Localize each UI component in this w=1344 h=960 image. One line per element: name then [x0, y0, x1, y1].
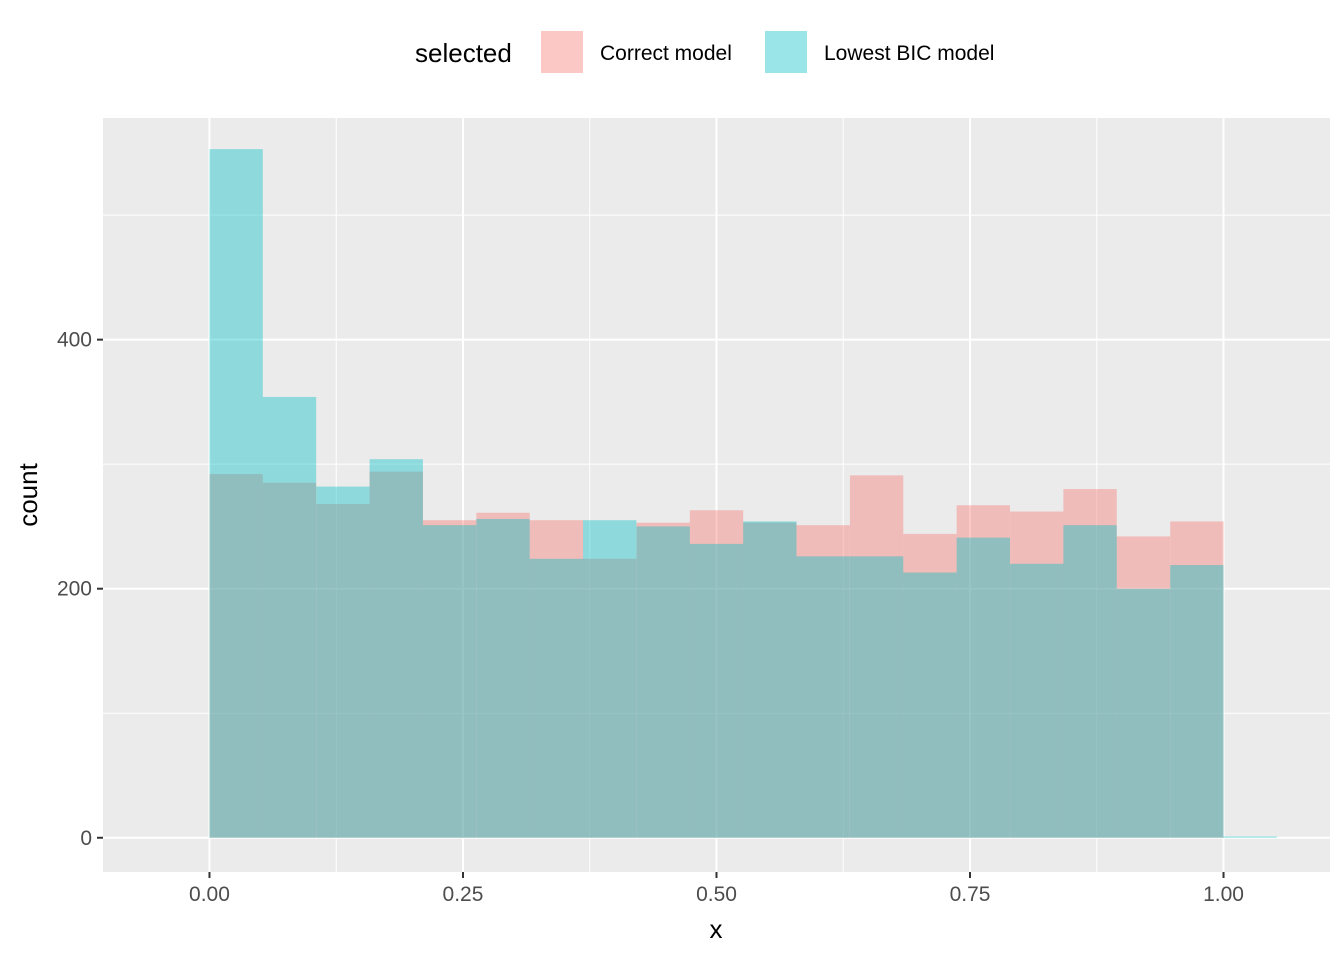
bar-correct-model-13 — [903, 533, 957, 838]
bar-correct-model-5 — [476, 512, 530, 838]
bar-lowest-bic-model-19 — [1223, 836, 1277, 838]
bar-lowest-bic-model-3 — [369, 459, 423, 838]
y-axis-title: count — [13, 462, 43, 526]
bar-lowest-bic-model-5 — [476, 518, 530, 838]
bar-correct-model-2 — [316, 504, 370, 838]
x-tick-label: 0.75 — [950, 883, 991, 906]
bar-correct-model-4 — [422, 520, 477, 838]
bar-lowest-bic-model-18 — [1170, 565, 1224, 838]
bar-correct-model-14 — [956, 505, 1010, 838]
bar-lowest-bic-model-4 — [422, 525, 477, 838]
bar-correct-model-18 — [1170, 521, 1224, 838]
bar-correct-model-10 — [743, 522, 797, 838]
bar-lowest-bic-model-7 — [583, 520, 637, 838]
y-axis: 0 200 400 — [57, 329, 103, 850]
bar-correct-model-16 — [1063, 489, 1117, 838]
y-tick-label: 200 — [57, 578, 92, 601]
legend: selected Correct model Lowest BIC model — [415, 31, 994, 73]
bar-correct-model-9 — [689, 510, 744, 838]
bar-lowest-bic-model-9 — [689, 543, 744, 838]
bar-lowest-bic-model-8 — [636, 526, 690, 838]
bar-lowest-bic-model-10 — [743, 521, 797, 838]
legend-label-lowest-bic-model: Lowest BIC model — [824, 42, 994, 65]
bar-lowest-bic-model-2 — [316, 486, 370, 838]
y-tick-label: 0 — [80, 827, 92, 850]
bar-lowest-bic-model-17 — [1116, 588, 1171, 838]
x-tick-label: 0.50 — [696, 883, 737, 906]
bar-correct-model-17 — [1116, 536, 1171, 838]
x-tick-label: 0.00 — [189, 883, 230, 906]
legend-title: selected — [415, 38, 512, 68]
bar-correct-model-12 — [849, 475, 904, 838]
x-tick-label: 1.00 — [1203, 883, 1244, 906]
bar-correct-model-8 — [636, 522, 690, 838]
bar-lowest-bic-model-16 — [1063, 525, 1117, 838]
bars-correct-model — [209, 471, 1224, 838]
x-tick-label: 0.25 — [443, 883, 484, 906]
bar-lowest-bic-model-11 — [796, 556, 850, 838]
bars-lowest-bic-model — [209, 149, 1277, 838]
bar-lowest-bic-model-6 — [529, 558, 584, 838]
bar-correct-model-0 — [209, 474, 263, 838]
bar-lowest-bic-model-14 — [956, 537, 1010, 838]
legend-key-lowest-bic-model — [765, 31, 807, 73]
legend-key-correct-model — [541, 31, 583, 73]
bar-lowest-bic-model-13 — [903, 572, 957, 838]
bar-correct-model-1 — [262, 482, 317, 838]
bar-lowest-bic-model-12 — [849, 556, 904, 838]
bar-lowest-bic-model-1 — [262, 396, 317, 838]
bar-correct-model-11 — [796, 525, 850, 838]
y-tick-label: 400 — [57, 329, 92, 352]
bar-correct-model-15 — [1010, 511, 1064, 838]
x-axis-title: x — [710, 914, 723, 944]
x-axis: 0.00 0.25 0.50 0.75 1.00 — [189, 872, 1244, 906]
bar-correct-model-3 — [369, 471, 423, 838]
bar-lowest-bic-model-0 — [209, 149, 263, 838]
bar-lowest-bic-model-15 — [1010, 563, 1064, 838]
bar-correct-model-7 — [583, 558, 637, 838]
bar-correct-model-6 — [529, 520, 584, 838]
legend-label-correct-model: Correct model — [600, 42, 732, 65]
grid-major — [103, 118, 1330, 872]
